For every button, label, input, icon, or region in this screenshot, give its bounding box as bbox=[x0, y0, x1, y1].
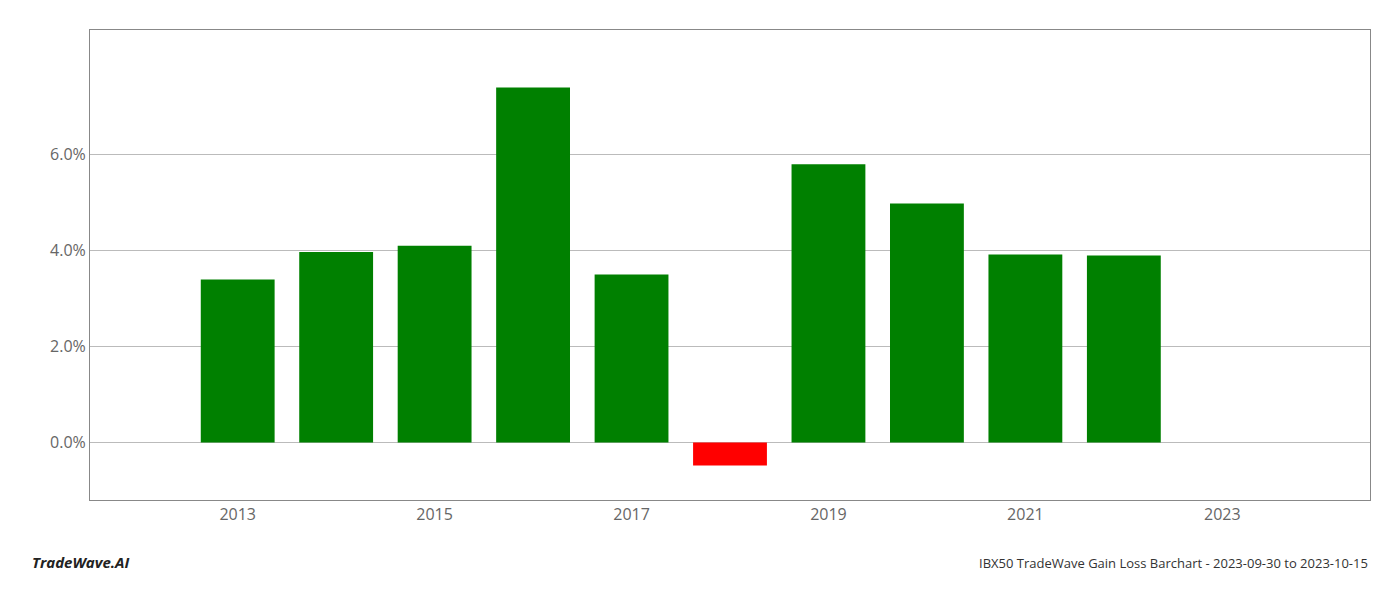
svg-text:2013: 2013 bbox=[219, 503, 256, 525]
svg-text:4.0%: 4.0% bbox=[50, 239, 86, 261]
svg-text:2019: 2019 bbox=[810, 503, 847, 525]
svg-text:IBX50 TradeWave Gain Loss Barc: IBX50 TradeWave Gain Loss Barchart - 202… bbox=[979, 554, 1368, 572]
svg-text:2.0%: 2.0% bbox=[50, 335, 86, 357]
svg-text:2023: 2023 bbox=[1204, 503, 1241, 525]
svg-text:TradeWave.AI: TradeWave.AI bbox=[32, 552, 130, 572]
svg-text:2015: 2015 bbox=[416, 503, 453, 525]
svg-text:2017: 2017 bbox=[613, 503, 650, 525]
svg-text:6.0%: 6.0% bbox=[50, 143, 86, 165]
svg-text:2021: 2021 bbox=[1007, 503, 1044, 525]
svg-text:0.0%: 0.0% bbox=[50, 431, 86, 453]
